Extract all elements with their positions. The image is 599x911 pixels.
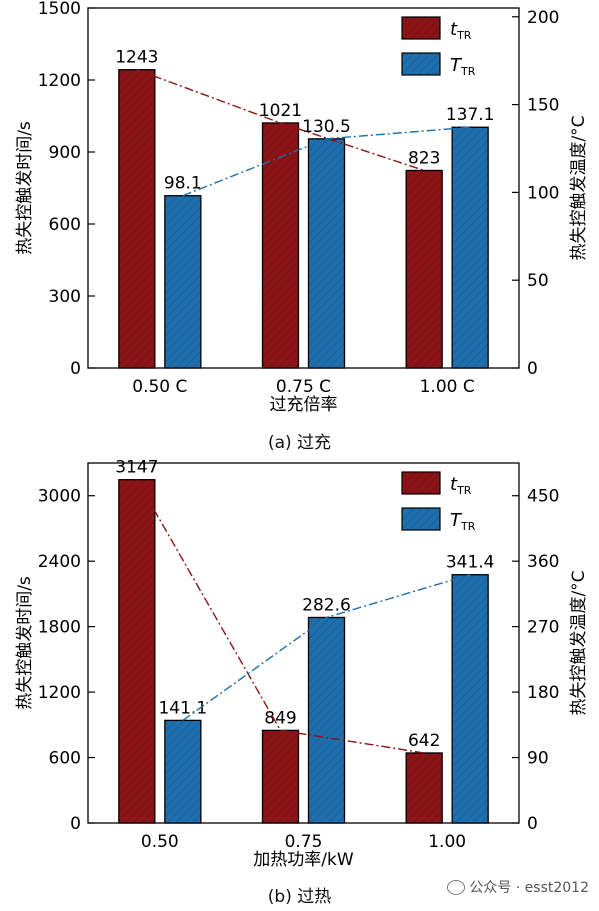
left-tick-label: 1200 <box>38 683 81 703</box>
plot-frame <box>87 7 520 369</box>
data-label: 282.6 <box>302 595 351 615</box>
left-tick-label: 0 <box>70 814 81 834</box>
bar-t-tr <box>307 616 346 824</box>
bar-t-tr <box>405 169 443 369</box>
data-label: 341.4 <box>446 553 495 573</box>
chart-a: 0 300 600 900 1200 1500 0 50 100 150 200 热失控触发时间/s 热… <box>15 0 589 415</box>
chart-a-caption: (a) 过充 <box>267 433 332 453</box>
bar-t-tr <box>261 122 300 369</box>
chart-b-caption: (b) 过热 <box>267 887 332 907</box>
legend-label: tTR <box>450 19 472 42</box>
left-tick-label: 600 <box>49 749 81 769</box>
x-axis-title: 加热功率/kW <box>253 850 354 870</box>
trend-line <box>182 126 471 197</box>
left-tick-label: 1800 <box>38 618 81 638</box>
right-tick-label: 200 <box>527 8 559 28</box>
left-tick-label: 2400 <box>38 552 81 572</box>
left-tick-label: 600 <box>49 215 81 235</box>
watermark-text: 公众号 · esst2012 <box>469 880 589 896</box>
bar-t-tr <box>307 138 346 369</box>
bar-t-tr <box>164 195 202 369</box>
left-tick-label: 3000 <box>38 487 81 507</box>
data-label: 1243 <box>115 48 158 68</box>
right-tick-label: 360 <box>527 552 559 572</box>
right-tick-label: 150 <box>527 96 559 116</box>
bar-t-tr <box>164 719 202 824</box>
bar-t-tr <box>261 729 300 824</box>
legend-swatch <box>401 471 441 495</box>
y-axis-right-title: 热失控触发温度/°C <box>569 570 589 715</box>
right-tick-label: 180 <box>527 683 559 703</box>
watermark: 公众号 · esst2012 <box>447 877 589 897</box>
wechat-icon <box>447 879 466 895</box>
trend-line <box>182 574 471 721</box>
data-label: 3147 <box>115 458 158 478</box>
right-tick-label: 0 <box>527 814 538 834</box>
right-tick-label: 100 <box>527 183 559 203</box>
data-label: 141.1 <box>158 698 207 718</box>
bar-t-tr <box>118 69 156 369</box>
x-tick-label: 1.00 C <box>420 377 475 397</box>
x-axis-title: 过充倍率 <box>270 395 338 415</box>
right-tick-label: 0 <box>527 359 538 379</box>
legend-swatch <box>401 52 441 76</box>
bar-t-tr <box>118 479 156 824</box>
y-axis-left-title: 热失控触发时间/s <box>15 121 35 255</box>
left-tick-label: 900 <box>49 143 81 163</box>
legend-swatch <box>401 507 441 531</box>
right-tick-label: 50 <box>527 271 549 291</box>
data-label: 130.5 <box>302 117 351 137</box>
data-label: 137.1 <box>446 105 495 125</box>
right-tick-label: 270 <box>527 618 559 638</box>
left-tick-label: 300 <box>49 287 81 307</box>
x-tick-label: 0.50 C <box>132 377 187 397</box>
y-axis-right-title: 热失控触发温度/°C <box>569 115 589 260</box>
legend-label: TTR <box>450 510 476 533</box>
data-label: 1021 <box>259 101 302 121</box>
legend-label: tTR <box>450 474 472 497</box>
left-tick-label: 1500 <box>38 0 81 19</box>
bar-t-tr <box>451 126 489 369</box>
left-tick-label: 0 <box>70 359 81 379</box>
right-tick-label: 450 <box>527 487 559 507</box>
x-tick-label: 0.50 <box>141 832 179 852</box>
data-label: 823 <box>408 148 440 168</box>
left-tick-label: 1200 <box>38 71 81 91</box>
trend-line <box>136 69 425 172</box>
y-axis-left-title: 热失控触发时间/s <box>15 576 35 710</box>
data-label: 98.1 <box>164 174 202 194</box>
bar-t-tr <box>405 752 443 824</box>
x-tick-label: 1.00 <box>428 832 466 852</box>
right-tick-label: 90 <box>527 749 549 769</box>
x-tick-label: 0.75 C <box>276 377 331 397</box>
chart-b: 0 600 1200 1800 2400 3000 0 90 180 270 360 450 热失控触发… <box>15 458 589 870</box>
legend-label: TTR <box>450 55 476 78</box>
x-tick-label: 0.75 <box>285 832 323 852</box>
legend-swatch <box>401 16 441 40</box>
data-label: 642 <box>408 731 440 751</box>
bar-t-tr <box>451 574 489 824</box>
plot-frame <box>87 462 520 824</box>
data-label: 849 <box>264 708 296 728</box>
